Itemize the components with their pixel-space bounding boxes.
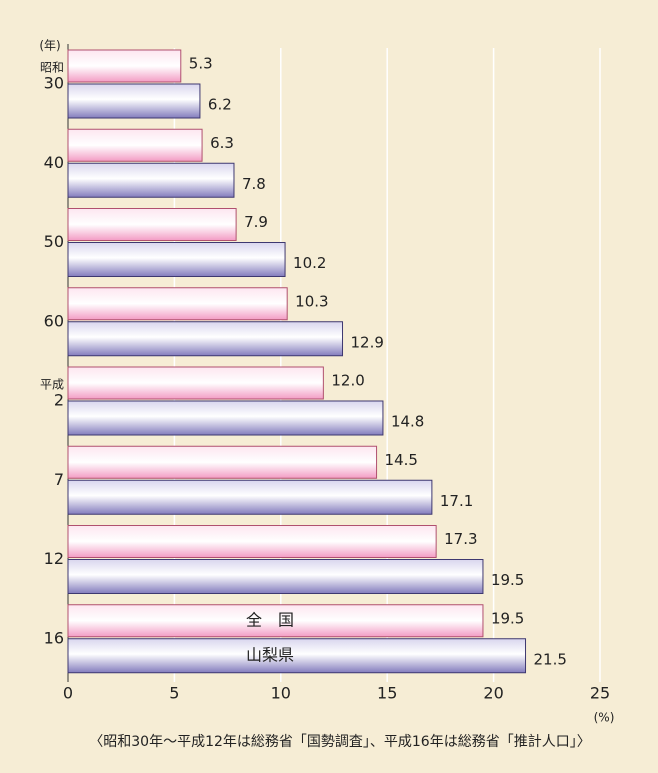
- bar: [67, 208, 237, 241]
- x-tick-label: 15: [377, 684, 397, 703]
- y-tick-label: 16: [44, 628, 64, 647]
- y-tick-label: 2: [54, 391, 64, 410]
- value-label: 19.5: [491, 571, 524, 589]
- bar: [67, 400, 384, 436]
- value-label: 19.5: [491, 609, 524, 627]
- bar: [67, 162, 235, 198]
- value-label: 17.3: [444, 530, 477, 548]
- y-tick-label: 40: [44, 153, 64, 172]
- value-label: 7.9: [244, 213, 268, 231]
- value-label: 14.8: [391, 413, 424, 431]
- x-axis-label: (%): [594, 711, 615, 725]
- y-axis-label: (年): [39, 39, 60, 53]
- value-label: 12.9: [351, 333, 384, 351]
- y-tick-label: 50: [44, 232, 64, 251]
- x-tick-label: 25: [590, 684, 610, 703]
- bar: [67, 559, 484, 594]
- value-label: 21.5: [534, 650, 567, 668]
- bar: [67, 525, 437, 558]
- bar: [67, 445, 378, 479]
- bar: [67, 128, 203, 162]
- value-label: 6.2: [208, 96, 232, 114]
- value-label: 17.1: [440, 492, 473, 510]
- value-label: 7.8: [242, 175, 266, 193]
- legend-label: 山梨県: [246, 645, 294, 664]
- y-tick-label: 60: [44, 311, 64, 330]
- bar: [67, 638, 527, 674]
- bar: [67, 366, 324, 400]
- y-tick-label: 12: [44, 549, 64, 568]
- value-label: 5.3: [189, 55, 213, 73]
- bar: [67, 321, 344, 357]
- source-note: 〈昭和30年〜平成12年は総務省「国勢調査」、平成16年は総務省「推計人口」〉: [89, 734, 590, 750]
- era-label: 昭和: [40, 61, 64, 75]
- value-label: 12.0: [331, 372, 364, 390]
- x-tick-label: 0: [63, 684, 73, 703]
- bar: [67, 479, 433, 515]
- bar: [67, 604, 484, 638]
- bar: [67, 83, 201, 119]
- x-tick-label: 5: [169, 684, 179, 703]
- value-label: 6.3: [210, 134, 234, 152]
- x-tick-label: 20: [483, 684, 503, 703]
- y-tick-label: 30: [44, 74, 64, 93]
- y-tick-label: 7: [54, 470, 64, 489]
- x-tick-label: 10: [271, 684, 291, 703]
- value-label: 14.5: [385, 451, 418, 469]
- era-label: 平成: [40, 378, 64, 392]
- bar: [67, 287, 288, 321]
- value-label: 10.2: [293, 254, 326, 272]
- value-label: 10.3: [295, 292, 328, 310]
- bar: [67, 242, 286, 277]
- bar: [67, 49, 182, 83]
- legend-label: 全 国: [246, 610, 294, 629]
